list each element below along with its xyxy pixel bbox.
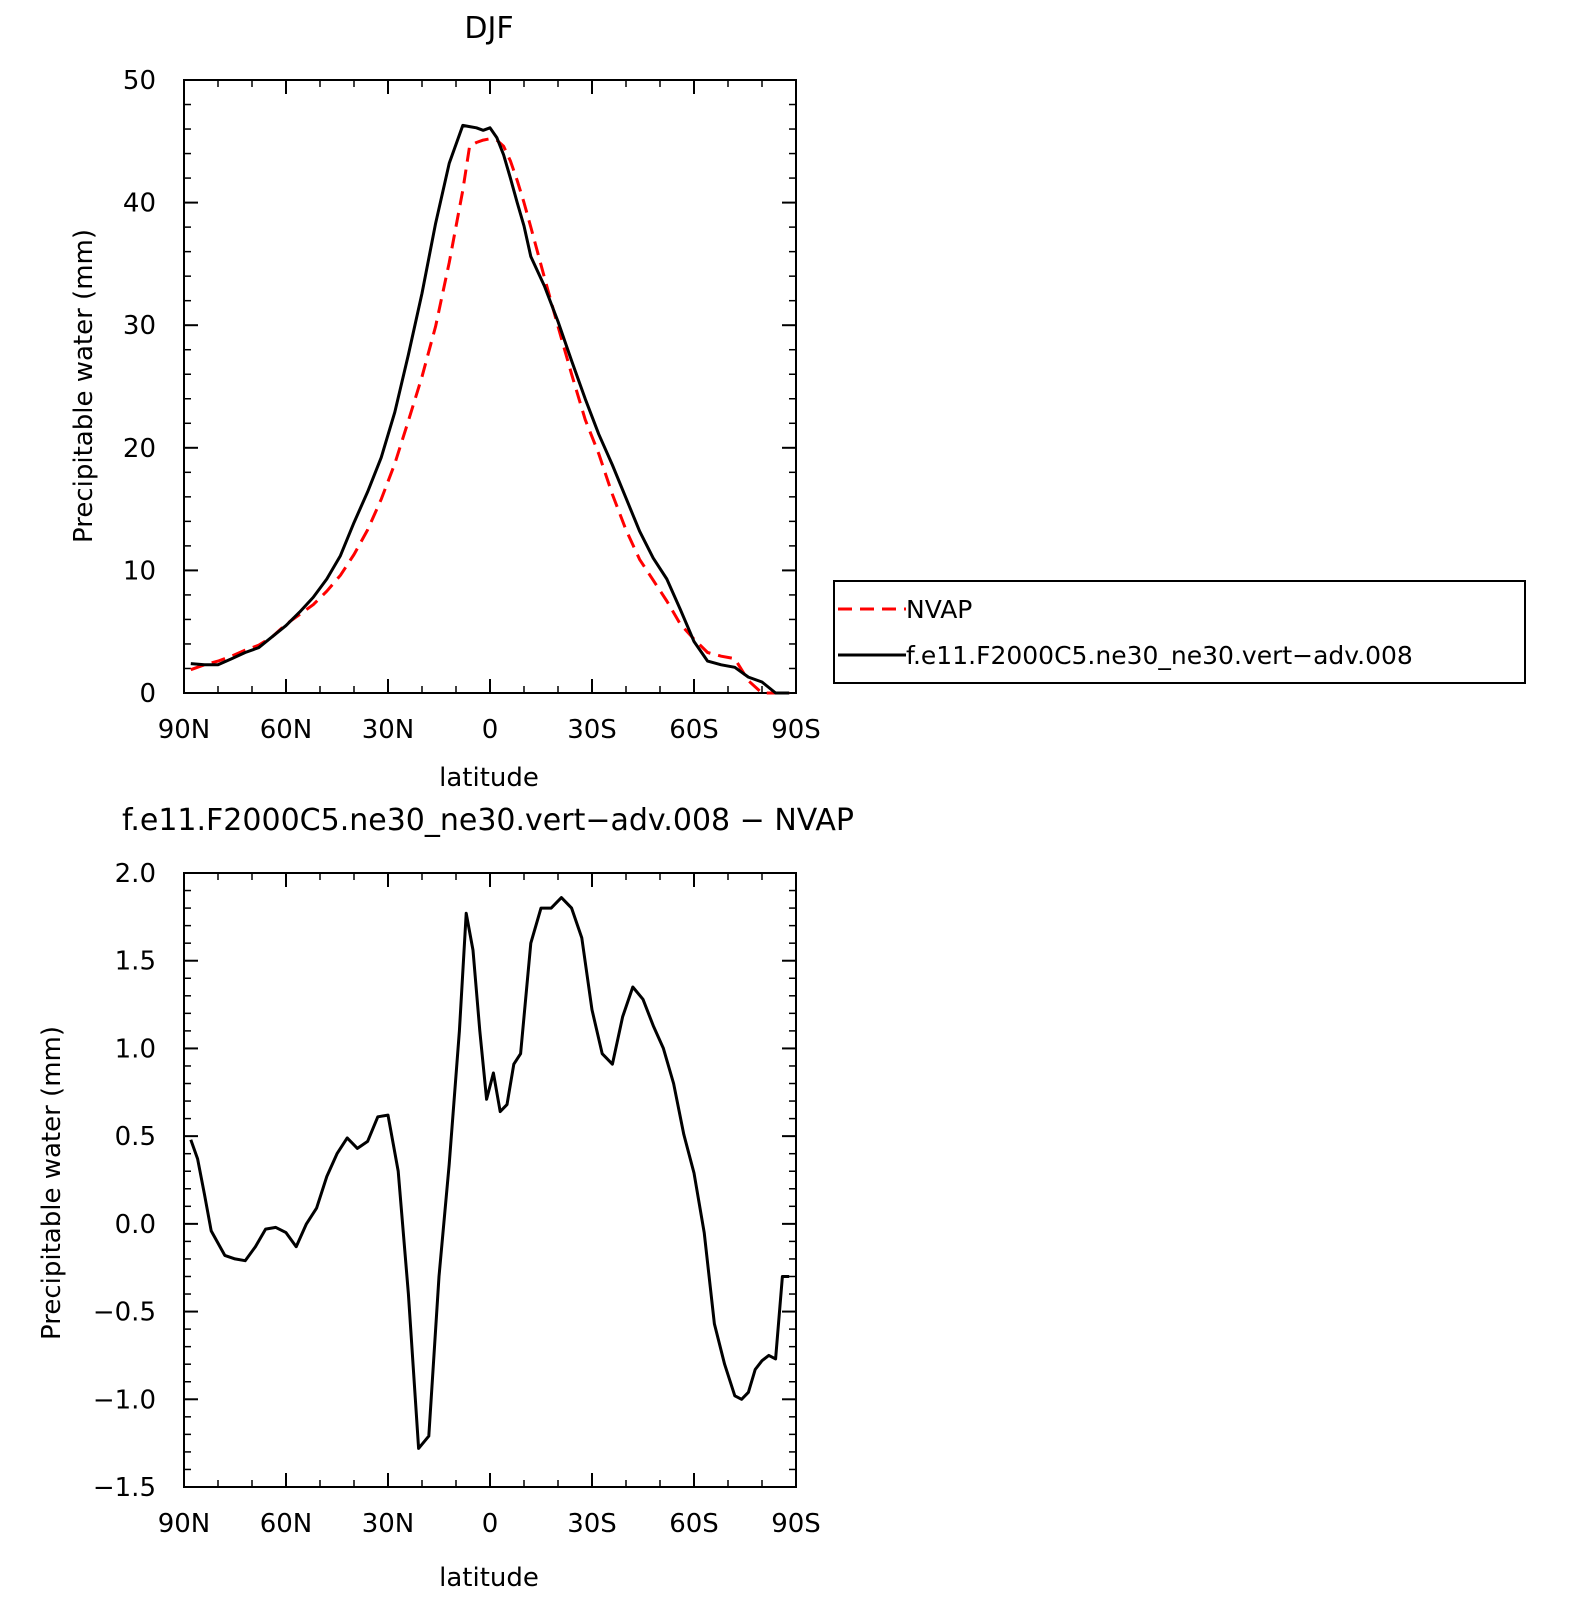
bottom-x-tick-label: 60S bbox=[669, 1509, 719, 1539]
bottom-panel-y-axis-label: Precipitable water (mm) bbox=[37, 1026, 67, 1340]
bottom-panel-title: f.e11.F2000C5.ne30_ne30.vert−adv.008 − N… bbox=[122, 803, 854, 838]
top-y-tick-label: 40 bbox=[123, 189, 156, 219]
bottom-y-tick-label: −0.5 bbox=[93, 1298, 156, 1328]
bottom-y-tick-label: 1.5 bbox=[115, 947, 156, 977]
top-y-tick-label: 30 bbox=[123, 311, 156, 341]
bottom-x-tick-label: 90N bbox=[158, 1509, 211, 1539]
legend-box bbox=[833, 580, 1526, 684]
bottom-x-tick-label: 30N bbox=[362, 1509, 415, 1539]
top-y-tick-label: 50 bbox=[123, 66, 156, 96]
top-x-tick-label: 60N bbox=[260, 715, 313, 745]
bottom-series-line-difference bbox=[189, 896, 790, 1450]
top-plot-frame bbox=[183, 79, 797, 694]
top-panel-y-axis-label: Precipitable water (mm) bbox=[69, 229, 99, 543]
bottom-plot-frame bbox=[183, 872, 797, 1488]
bottom-panel-x-axis-label: latitude bbox=[439, 1563, 539, 1593]
top-x-tick-label: 0 bbox=[482, 715, 499, 745]
bottom-y-tick-label: −1.0 bbox=[93, 1385, 156, 1415]
top-series-line-nvap bbox=[190, 137, 790, 695]
top-y-tick-label: 0 bbox=[139, 679, 156, 709]
top-series-line-f-e11-f2000c5-ne30-ne30-vert-adv-008 bbox=[190, 123, 790, 695]
bottom-y-tick-label: 1.0 bbox=[115, 1034, 156, 1064]
bottom-y-tick-label: 0.5 bbox=[115, 1122, 156, 1152]
legend-label-nvap: NVAP bbox=[906, 595, 972, 624]
top-x-tick-label: 30N bbox=[362, 715, 415, 745]
top-panel-x-axis-label: latitude bbox=[439, 763, 539, 793]
top-y-tick-label: 10 bbox=[123, 556, 156, 586]
bottom-x-tick-label: 0 bbox=[482, 1509, 499, 1539]
top-x-tick-label: 90N bbox=[158, 715, 211, 745]
bottom-panel-difference: f.e11.F2000C5.ne30_ne30.vert−adv.008 − N… bbox=[37, 803, 854, 1593]
legend: NVAP f.e11.F2000C5.ne30_ne30.vert−adv.00… bbox=[833, 580, 1526, 684]
bottom-y-tick-label: 0.0 bbox=[115, 1210, 156, 1240]
top-panel-djf: DJF latitude Precipitable water (mm) 0 10… bbox=[69, 11, 821, 793]
bottom-x-tick-label: 30S bbox=[567, 1509, 617, 1539]
top-x-tick-label: 90S bbox=[771, 715, 821, 745]
bottom-x-tick-label: 90S bbox=[771, 1509, 821, 1539]
top-panel-title: DJF bbox=[464, 11, 513, 46]
legend-label-model: f.e11.F2000C5.ne30_ne30.vert−adv.008 bbox=[906, 641, 1413, 670]
top-x-tick-label: 30S bbox=[567, 715, 617, 745]
top-x-tick-label: 60S bbox=[669, 715, 719, 745]
bottom-y-tick-label: −1.5 bbox=[93, 1473, 156, 1503]
bottom-x-tick-label: 60N bbox=[260, 1509, 313, 1539]
bottom-y-tick-label: 2.0 bbox=[115, 859, 156, 889]
top-y-tick-label: 20 bbox=[123, 434, 156, 464]
